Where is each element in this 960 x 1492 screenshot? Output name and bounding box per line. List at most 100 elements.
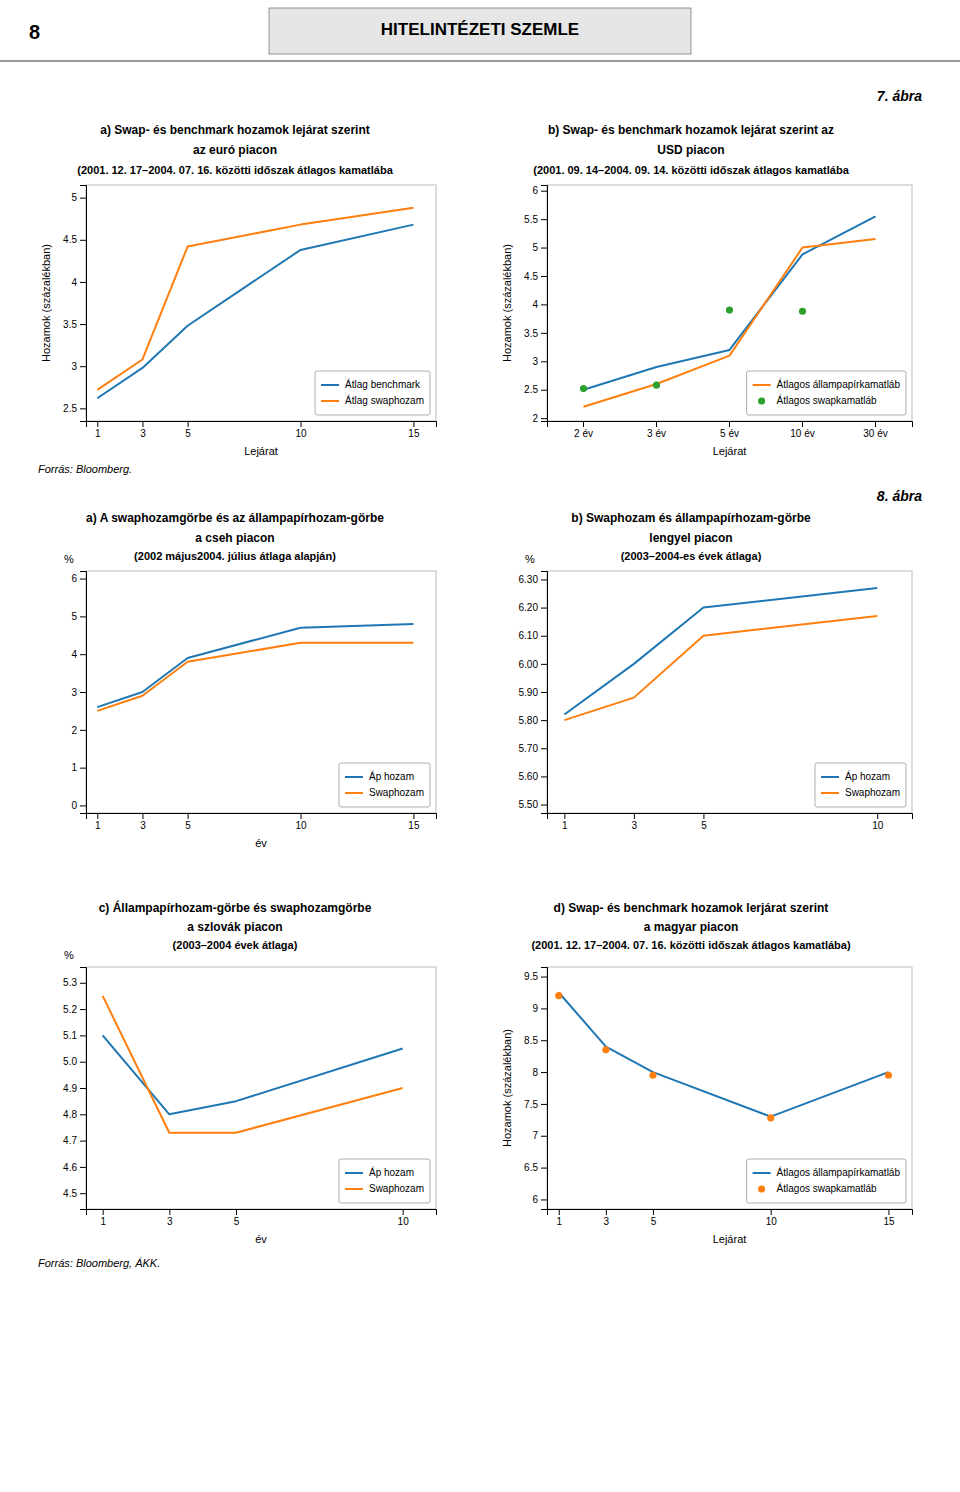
y-tick-mark <box>80 408 86 409</box>
y-tick-label: 4.7 <box>63 1135 77 1146</box>
y-tick-label: 5.0 <box>63 1056 77 1067</box>
y-tick-label: 5.1 <box>63 1030 77 1041</box>
y-tick: 5 <box>532 242 547 253</box>
y-tick-label: 5.5 <box>524 214 538 225</box>
y-tick: 5.60 <box>519 771 547 782</box>
x-tick-label: 5 <box>234 1216 240 1227</box>
x-tick: 5 év <box>720 421 739 439</box>
y-tick-mark <box>541 1008 547 1009</box>
y-tick: 5.90 <box>519 687 547 698</box>
y-tick-mark <box>541 390 547 391</box>
y-tick-mark <box>80 198 86 199</box>
legend-swatch <box>345 1172 363 1174</box>
series-line <box>97 208 413 390</box>
legend: Átlagos állampapírkamatlábÁtlagos swapka… <box>747 371 906 415</box>
legend: Áp hozamSwaphozam <box>339 763 430 807</box>
x-tick: 5 <box>701 813 707 831</box>
x-tick: 10 <box>766 1209 778 1227</box>
x-tick: 10 <box>872 813 884 831</box>
plot-frame <box>547 967 912 1209</box>
x-tick: 5 <box>651 1209 657 1227</box>
x-axis-line <box>548 1210 913 1216</box>
x-tick: 15 <box>408 813 420 831</box>
y-tick-mark <box>541 361 547 362</box>
scatter-point <box>726 307 733 314</box>
y-tick-label: 1 <box>71 762 77 773</box>
x-tick-label: 15 <box>408 428 420 439</box>
y-tick-mark <box>541 276 547 277</box>
y-tick-mark <box>80 768 86 769</box>
y-tick: 4.9 <box>63 1083 86 1094</box>
y-tick: 4.7 <box>63 1135 86 1146</box>
chart: 5.505.605.705.805.906.006.106.206.301351… <box>519 553 913 831</box>
legend-label: Átlagos állampapírkamatláb <box>777 378 901 390</box>
y-axis-line <box>541 572 548 814</box>
x-tick-mark <box>559 1209 560 1215</box>
x-tick-mark <box>403 1209 404 1215</box>
x-tick-mark <box>301 421 302 427</box>
legend: Átlag benchmarkÁtlag swaphozam <box>315 371 430 415</box>
x-tick-label: 1 <box>562 820 568 831</box>
x-tick: 10 év <box>790 421 814 439</box>
y-tick: 4.6 <box>63 1162 86 1173</box>
y-tick-mark <box>80 1009 86 1010</box>
y-tick: 2 <box>532 413 547 424</box>
chart-title: a) A swaphozamgörbe és az állampapírhoza… <box>86 511 384 525</box>
x-axis: 1351015 <box>87 813 437 831</box>
y-tick: 4 <box>71 649 86 660</box>
y-tick-mark <box>80 616 86 617</box>
y-tick-mark <box>541 1136 547 1137</box>
y-tick-mark <box>541 333 547 334</box>
y-tick-mark <box>80 1035 86 1036</box>
legend-item: Áp hozam <box>345 1166 414 1178</box>
y-tick-label: 4 <box>71 649 77 660</box>
y-tick: 6.00 <box>519 659 547 670</box>
legend-label: Átlag benchmark <box>345 378 421 390</box>
x-tick-label: 5 <box>185 820 191 831</box>
header-title: HITELINTÉZETI SZEMLE <box>381 20 579 39</box>
x-tick-mark <box>634 813 635 819</box>
y-tick: 2.5 <box>63 403 86 414</box>
y-tick-mark <box>541 636 547 637</box>
legend-box <box>747 371 906 415</box>
x-tick-mark <box>236 1209 237 1215</box>
y-tick-label: 5.50 <box>519 799 539 810</box>
y-tick-label: 2 <box>532 413 538 424</box>
y-tick-label: 6 <box>532 1194 538 1205</box>
x-tick-mark <box>606 1209 607 1215</box>
scatter-point <box>885 1072 892 1079</box>
y-tick-mark <box>80 730 86 731</box>
y-tick-label: 3.5 <box>524 328 538 339</box>
x-axis-line <box>87 814 437 820</box>
chart: 22.533.544.555.562 év3 év5 év10 év30 évL… <box>501 185 913 457</box>
x-tick-label: 3 <box>167 1216 173 1227</box>
y-tick-label: 5 <box>71 611 77 622</box>
y-tick: 5.50 <box>519 799 547 810</box>
y-tick-mark <box>80 1088 86 1089</box>
y-tick-mark <box>541 418 547 419</box>
y-tick-label: 2.5 <box>63 403 77 414</box>
legend-box <box>315 371 430 415</box>
chart: 2.533.544.551351015LejáratHozamok (száza… <box>40 185 437 457</box>
x-tick: 10 <box>295 813 307 831</box>
y-tick: 7.5 <box>524 1099 547 1110</box>
y-tick-label: 9 <box>532 1003 538 1014</box>
y-tick-label: 8.5 <box>524 1035 538 1046</box>
y-tick-label: 4 <box>71 277 77 288</box>
chart: 4.54.64.74.84.95.05.15.25.313510év%Áp ho… <box>63 949 436 1245</box>
x-tick-label: 10 <box>872 820 884 831</box>
x-tick: 1 <box>95 813 101 831</box>
y-tick-mark <box>80 654 86 655</box>
legend-item: Áp hozam <box>345 770 414 782</box>
y-tick-mark <box>80 366 86 367</box>
y-tick-label: 2.5 <box>524 384 538 395</box>
x-tick-label: 1 <box>556 1216 562 1227</box>
page-number: 8 <box>29 21 40 43</box>
plot-frame <box>547 185 912 421</box>
y-tick: 5.80 <box>519 715 547 726</box>
x-tick-mark <box>188 421 189 427</box>
x-tick-mark <box>703 813 704 819</box>
y-axis-line <box>80 186 87 422</box>
y-tick: 6 <box>532 185 547 196</box>
y-tick: 2 <box>71 725 86 736</box>
